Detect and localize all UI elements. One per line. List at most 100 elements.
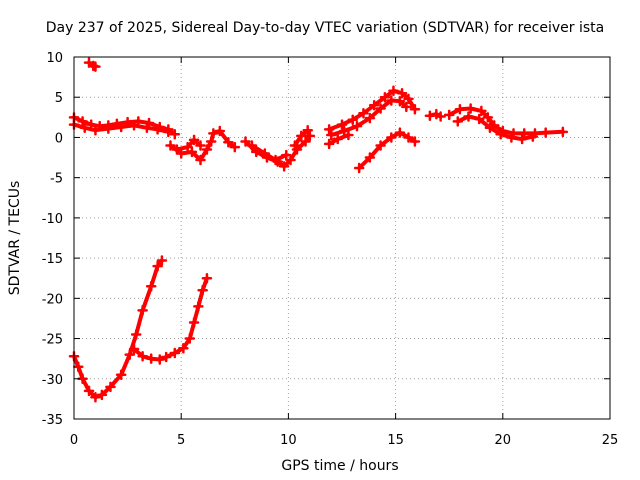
data-point: [96, 389, 108, 401]
y-axis-label: SDTVAR / TECUs: [7, 181, 23, 296]
data-point: [473, 113, 485, 125]
data-point: [90, 61, 101, 72]
data-point: [300, 136, 311, 147]
data-point: [296, 130, 307, 142]
data-point: [364, 112, 376, 124]
data-point: [304, 130, 316, 142]
data-point: [184, 333, 196, 344]
y-tick-label: -25: [42, 333, 63, 348]
data-point: [516, 133, 528, 145]
data-point: [302, 124, 313, 136]
data-point: [178, 342, 189, 354]
data-point: [278, 161, 290, 172]
y-tick-label: 5: [55, 91, 63, 106]
data-point: [401, 101, 412, 113]
data-point: [105, 381, 116, 393]
chart-title: Day 237 of 2025, Sidereal Day-to-day VTE…: [46, 20, 604, 36]
data-point: [205, 136, 217, 147]
data-point: [137, 351, 148, 362]
series-mid-dip-b: [250, 143, 289, 162]
data-point: [396, 87, 408, 99]
data-point: [495, 128, 506, 140]
data-point: [323, 124, 335, 135]
data-point: [195, 154, 206, 166]
data-point: [358, 108, 369, 119]
data-point: [281, 149, 292, 161]
data-point: [152, 124, 163, 135]
data-point: [409, 136, 421, 147]
data-point: [540, 127, 551, 138]
data-point: [289, 140, 301, 151]
data-point: [364, 152, 376, 163]
data-point: [386, 95, 397, 106]
data-point: [160, 351, 172, 363]
data-point: [343, 129, 354, 141]
data-point: [77, 116, 88, 127]
data-point: [518, 128, 530, 139]
data-series: [68, 57, 569, 403]
data-point: [90, 124, 101, 136]
data-point: [169, 128, 181, 140]
data-point: [165, 140, 176, 151]
data-point: [452, 116, 464, 127]
series-dip-5h: [168, 129, 237, 162]
axis-ticks: 0 5 10 15 20 25 -35 -30 -25 -20 -15 -10 -5 0 5 10: [42, 51, 619, 448]
data-point: [188, 317, 200, 328]
data-point: [169, 347, 181, 359]
data-point: [506, 132, 517, 143]
data-point: [124, 349, 135, 360]
data-point: [175, 148, 187, 159]
data-point: [188, 134, 200, 146]
grid: [74, 57, 610, 419]
data-point: [197, 285, 208, 296]
data-point: [201, 144, 213, 155]
data-point: [375, 103, 386, 114]
data-point: [240, 136, 251, 147]
data-point: [463, 111, 474, 122]
data-point: [156, 255, 168, 266]
data-point: [229, 141, 241, 153]
data-point: [186, 146, 198, 158]
data-point: [259, 148, 271, 159]
data-point: [145, 281, 157, 292]
series-dip-5h-b: [174, 137, 203, 152]
data-point: [115, 121, 127, 133]
data-point: [557, 126, 569, 138]
data-point: [347, 114, 358, 125]
x-tick-label: 5: [177, 433, 185, 448]
data-point: [394, 127, 406, 138]
data-point: [465, 103, 476, 114]
y-tick-label: -35: [42, 413, 63, 428]
data-point: [130, 329, 142, 340]
data-point: [195, 140, 206, 151]
data-point: [128, 120, 140, 131]
data-point: [73, 361, 84, 372]
x-tick-label: 0: [70, 433, 78, 448]
data-point: [133, 116, 144, 127]
plot-frame: [73, 56, 611, 420]
y-tick-label: -30: [42, 373, 63, 388]
data-point: [368, 100, 380, 111]
data-point: [83, 385, 95, 397]
data-point: [338, 125, 350, 137]
data-point: [79, 122, 90, 134]
x-tick-label: 20: [495, 433, 512, 448]
data-point: [323, 138, 335, 150]
data-point: [103, 123, 114, 134]
data-point: [193, 301, 204, 312]
series-peak-15h-upper: [327, 88, 417, 132]
y-tick-label: -5: [50, 172, 63, 187]
data-point: [476, 105, 487, 117]
data-point: [386, 132, 397, 143]
data-point: [353, 162, 365, 174]
data-point: [409, 104, 421, 115]
data-point: [201, 272, 213, 284]
data-point: [326, 129, 337, 141]
data-point: [128, 343, 140, 355]
data-point: [246, 140, 258, 151]
data-point: [152, 260, 163, 272]
y-tick-label: -20: [42, 292, 63, 307]
x-tick-label: 25: [602, 433, 619, 448]
data-point: [141, 122, 153, 134]
y-tick-label: 0: [55, 131, 63, 146]
